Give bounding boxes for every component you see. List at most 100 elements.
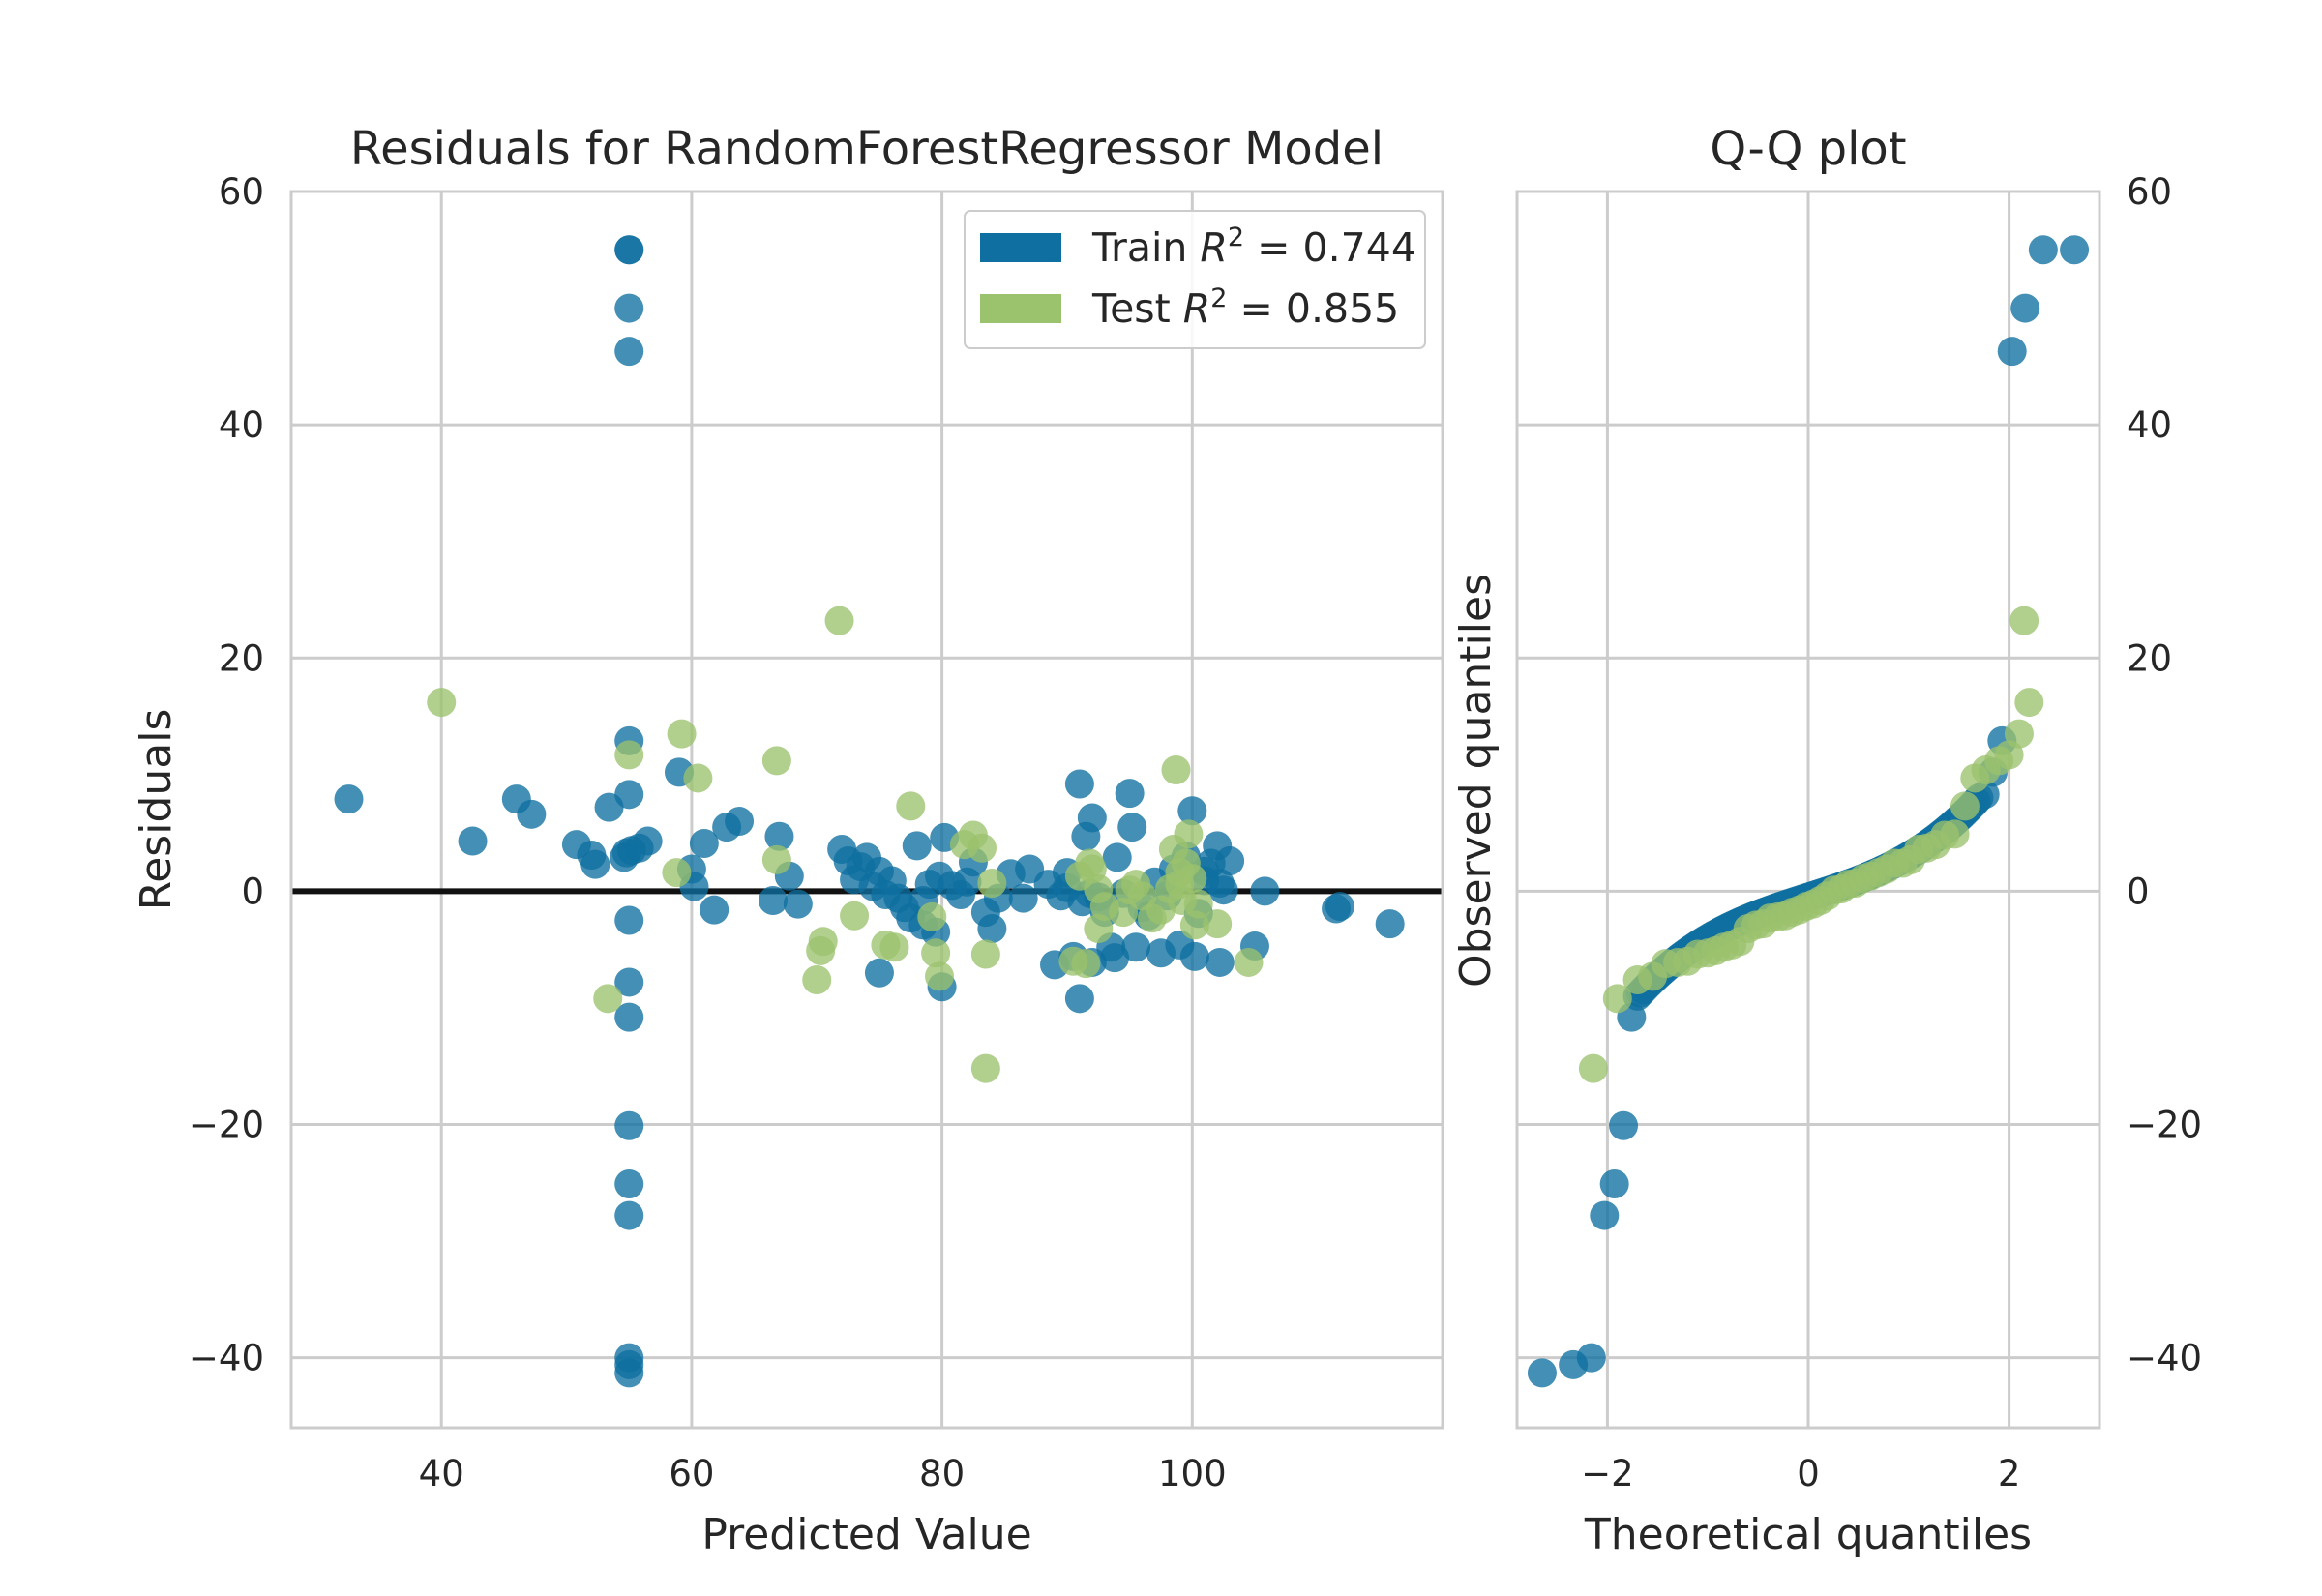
qq-grid [1517, 190, 2099, 1428]
test-residual-point [1109, 898, 1139, 928]
qq-test-point [1950, 791, 1980, 821]
train-residual-point [614, 1002, 644, 1032]
train-residual-point [1064, 984, 1094, 1014]
legend-test-label: Test R2 = 0.855 [1091, 283, 1399, 332]
test-residual-point [968, 833, 997, 863]
test-residual-point [824, 606, 854, 635]
qq-test-point [1940, 819, 1970, 849]
qq-frame [1515, 190, 2101, 1430]
train-residual-point [1121, 932, 1151, 962]
qq-train-point [2028, 235, 2058, 265]
train-residual-point [614, 1200, 644, 1230]
train-residual-point [614, 967, 644, 997]
residuals-x-tick-labels: 40 60 80 100 [419, 1453, 1227, 1494]
test-residual-point [970, 939, 1000, 969]
qq-train-point [1599, 1169, 1629, 1199]
residuals-panel: 40 60 80 100 −40 −20 0 20 40 60 Residuals for Ra… [132, 122, 1444, 1559]
test-residual-point [917, 901, 947, 931]
right-y-tick-label: 20 [2127, 637, 2172, 679]
train-residual-point [334, 784, 364, 814]
residuals-points [334, 235, 1405, 1388]
left-y-tick-label: 40 [219, 404, 264, 446]
test-residual-point [1071, 949, 1101, 979]
train-residual-point [1102, 842, 1132, 872]
residuals-frame [289, 190, 1444, 1430]
train-residual-point [764, 821, 794, 851]
test-residual-point [1183, 889, 1213, 919]
legend-box [964, 210, 1426, 349]
legend-train-label: Train R2 = 0.744 [1091, 222, 1416, 271]
train-residual-point [580, 849, 610, 879]
train-residual-point [1177, 796, 1207, 826]
right-x-tick-label: 0 [1797, 1453, 1820, 1494]
train-residual-point [977, 913, 1007, 943]
test-residual-point [662, 858, 692, 888]
right-y-tick-label: −20 [2127, 1105, 2202, 1146]
left-x-tick-label: 100 [1158, 1453, 1227, 1494]
left-y-tick-label: 0 [241, 871, 264, 912]
train-residual-point [458, 826, 488, 856]
right-x-tick-label: 2 [1998, 1453, 2021, 1494]
right-x-tick-label: −2 [1581, 1453, 1634, 1494]
qq-points [1527, 235, 2090, 1388]
qq-test-point [1602, 984, 1632, 1014]
left-y-tick-label: −20 [189, 1105, 264, 1146]
train-residual-point [1117, 813, 1147, 842]
qq-test-point [2014, 688, 2044, 718]
legend-test-swatch [980, 294, 1061, 323]
train-residual-point [614, 780, 644, 810]
qq-y-axis-label: Observed quantiles [1451, 574, 1501, 988]
train-residual-point [614, 293, 644, 323]
left-x-tick-label: 40 [419, 1453, 464, 1494]
test-residual-point [593, 984, 623, 1014]
train-residual-point [1215, 846, 1245, 876]
qq-test-point [2004, 719, 2034, 749]
train-residual-point [1250, 876, 1280, 906]
train-residual-point [614, 337, 644, 367]
left-x-tick-label: 60 [669, 1453, 714, 1494]
test-residual-point [683, 763, 713, 793]
left-y-tick-label: 60 [219, 171, 264, 213]
test-residual-point [667, 719, 697, 749]
test-residual-point [802, 965, 832, 995]
test-residual-point [925, 961, 955, 991]
train-residual-point [517, 799, 547, 829]
test-residual-point [1234, 947, 1264, 977]
test-residual-point [977, 868, 1007, 898]
test-residual-point [427, 688, 457, 718]
right-y-tick-label: 60 [2127, 171, 2172, 213]
train-residual-point [700, 895, 729, 925]
legend: Train R2 = 0.744 Test R2 = 0.855 [964, 210, 1426, 349]
train-residual-point [783, 889, 813, 919]
test-residual-point [1165, 870, 1195, 900]
test-residual-point [761, 746, 791, 776]
train-residual-point [614, 1169, 644, 1199]
legend-train-swatch [980, 233, 1061, 262]
test-residual-point [1084, 913, 1114, 943]
train-residual-point [725, 807, 755, 837]
train-residual-point [1375, 909, 1405, 939]
train-residual-point [864, 958, 894, 988]
train-residual-point [614, 1110, 644, 1140]
test-residual-point [1161, 755, 1191, 785]
train-residual-point [1077, 803, 1107, 833]
qq-test-point [1578, 1053, 1608, 1083]
qq-x-tick-labels: −2 0 2 [1581, 1453, 2020, 1494]
right-y-tick-label: −40 [2127, 1338, 2202, 1379]
test-residual-point [896, 791, 926, 821]
qq-x-axis-label: Theoretical quantiles [1584, 1510, 2032, 1559]
train-residual-point [614, 905, 644, 935]
right-y-tick-label: 40 [2127, 404, 2172, 446]
train-residual-point [689, 828, 719, 858]
test-residual-point [921, 938, 951, 968]
train-residual-point [1205, 868, 1235, 898]
test-residual-point [1084, 873, 1114, 903]
test-residual-point [970, 1053, 1000, 1083]
residuals-x-axis-label: Predicted Value [701, 1510, 1031, 1559]
train-residual-point [1205, 947, 1235, 977]
test-residual-point [614, 740, 644, 770]
qq-train-point [2060, 235, 2090, 265]
train-residual-point [633, 826, 663, 856]
